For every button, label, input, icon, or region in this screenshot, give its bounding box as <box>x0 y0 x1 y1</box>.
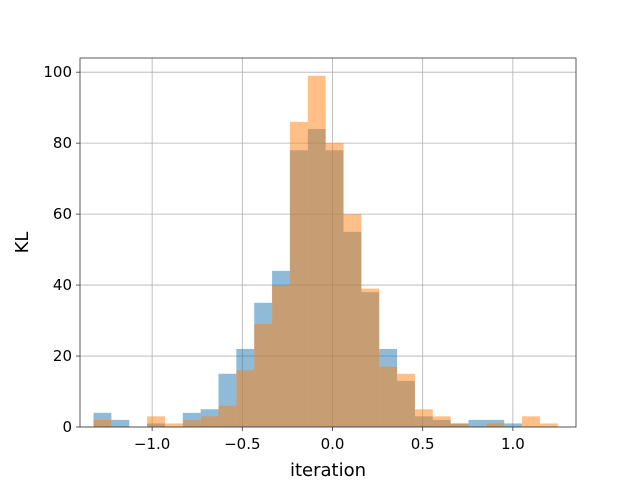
histogram-bar <box>182 419 201 427</box>
y-tick-label: 0 <box>62 418 72 436</box>
y-tick-label: 100 <box>43 63 72 81</box>
histogram-bar <box>93 419 112 427</box>
histogram-bar <box>468 419 487 427</box>
series-1 <box>93 75 558 427</box>
histogram-bar <box>343 214 362 427</box>
histogram-bar <box>450 423 469 427</box>
histogram-bar <box>432 416 451 427</box>
histogram-bar <box>325 143 344 427</box>
histogram-bar <box>218 405 237 427</box>
x-axis-label: iteration <box>290 460 366 480</box>
histogram-bar <box>539 423 558 427</box>
histogram-bar <box>164 423 183 427</box>
histogram-bar <box>236 370 255 427</box>
histogram-bar <box>361 288 380 427</box>
plot-frame <box>79 57 577 428</box>
y-tick-label: 40 <box>53 276 72 294</box>
y-axis-ticks: 0 20 40 60 80 100 <box>43 63 80 436</box>
y-tick-label: 20 <box>53 347 72 365</box>
x-tick-label: −1.0 <box>134 435 170 453</box>
y-tick-label: 80 <box>53 134 72 152</box>
histogram-bar <box>486 419 505 427</box>
histogram-bar <box>111 419 130 427</box>
x-tick-label: 0.5 <box>411 435 435 453</box>
histogram-bar <box>289 121 308 427</box>
histogram-bar <box>307 75 326 427</box>
histogram-bar <box>147 416 165 427</box>
histogram-bar <box>397 373 415 427</box>
histogram-bar <box>504 423 523 427</box>
bars <box>93 75 558 427</box>
x-tick-label: 0.0 <box>321 435 345 453</box>
histogram-bar <box>254 324 273 427</box>
x-axis-ticks: −1.0 −0.5 0.0 0.5 1.0 <box>134 427 525 453</box>
x-tick-label: −0.5 <box>224 435 260 453</box>
histogram-bar <box>486 423 505 427</box>
histogram-bar <box>200 416 219 427</box>
histogram-bar <box>522 416 540 427</box>
y-axis-label: KL <box>12 232 33 254</box>
histogram-bar <box>414 409 433 427</box>
histogram-bar <box>379 366 398 427</box>
x-tick-label: 1.0 <box>501 435 525 453</box>
y-tick-label: 60 <box>53 205 72 223</box>
histogram-bar <box>272 285 290 427</box>
